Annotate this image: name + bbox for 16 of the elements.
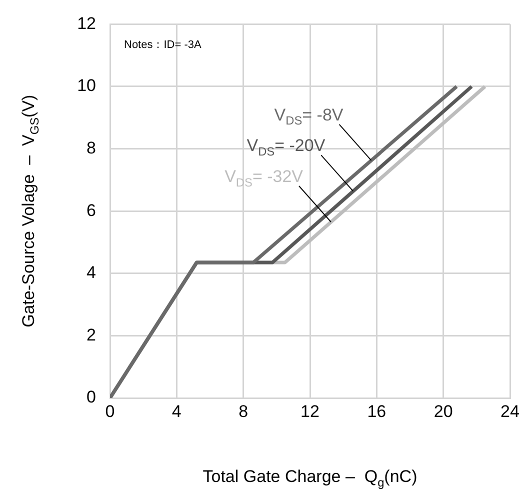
x-tick-label: 8 <box>238 402 248 421</box>
y-tick-label: 4 <box>86 263 96 282</box>
y-tick-label: 0 <box>86 388 96 407</box>
x-tick-label: 24 <box>500 402 520 421</box>
y-tick-label: 8 <box>86 138 96 158</box>
y-tick-label: 10 <box>77 76 96 96</box>
y-tick-label: 12 <box>77 14 96 33</box>
x-tick-label: 12 <box>300 402 320 421</box>
annotation: Notes：ID= -3A <box>124 39 202 52</box>
y-tick-label: 6 <box>86 200 96 220</box>
x-tick-label: 0 <box>105 402 115 421</box>
x-tick-label: 16 <box>367 402 386 421</box>
x-tick-label: 4 <box>172 402 182 421</box>
y-axis-title: Gate-Source Volage – VGS(V) <box>19 94 42 328</box>
y-tick-label: 2 <box>86 325 96 344</box>
x-tick-label: 20 <box>434 402 453 421</box>
